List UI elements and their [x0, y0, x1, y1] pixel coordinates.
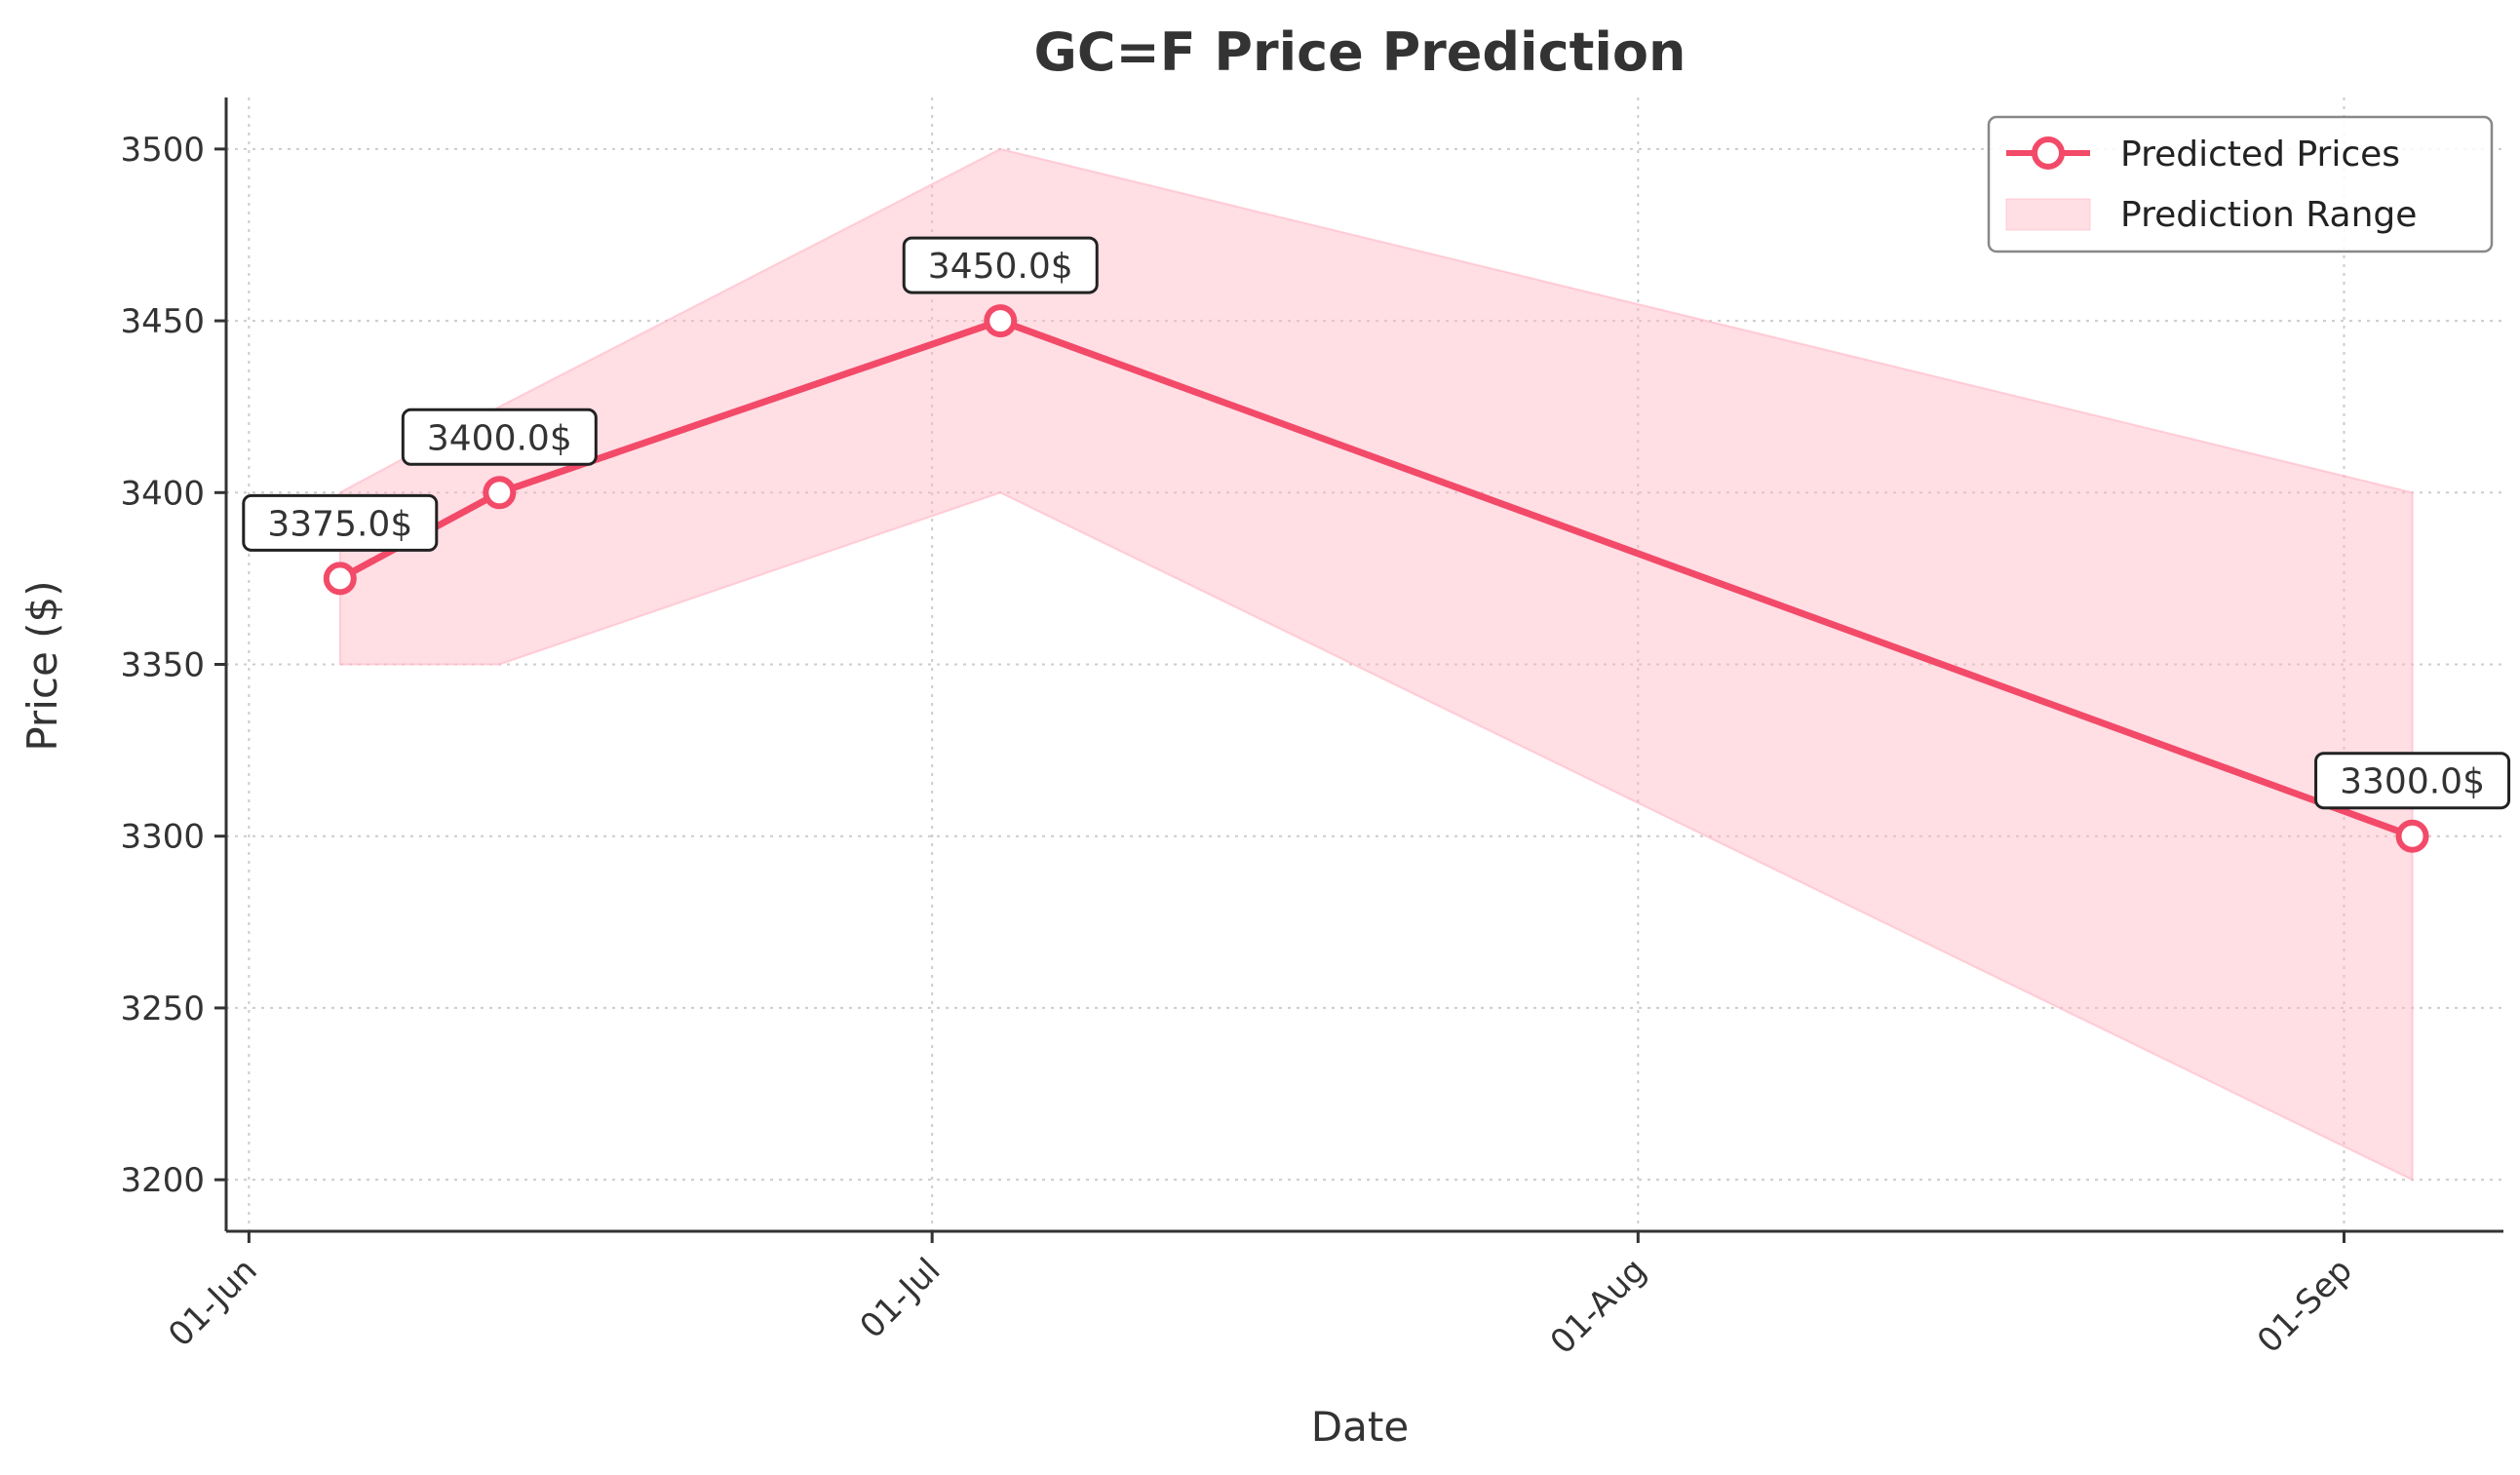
price-annotation: 3300.0$ — [2314, 752, 2511, 810]
annotation-box — [2314, 752, 2511, 810]
legend: Predicted Prices Prediction Range — [1987, 115, 2494, 253]
x-axis-ticks: 01-Jun 01-Jul 01-Aug 01-Sep — [161, 1231, 2360, 1362]
price-annotations: 3375.0$ 3400.0$ 3450.0$ 3300.0$ — [242, 236, 2511, 810]
predicted-price-point — [2395, 819, 2429, 853]
predicted-price-point — [483, 476, 517, 510]
legend-box — [1987, 115, 2494, 253]
price-annotation: 3400.0$ — [401, 408, 598, 466]
annotation-label: 3450.0$ — [928, 247, 1073, 287]
y-tick-label: 3300 — [120, 818, 205, 857]
annotation-box — [902, 236, 1099, 294]
x-tick-label: 01-Jun — [161, 1251, 264, 1354]
legend-prediction-range-swatch — [2005, 198, 2091, 231]
annotation-box — [242, 493, 439, 552]
x-tick-label: 01-Jul — [853, 1251, 949, 1346]
predicted-price-point — [984, 304, 1018, 338]
legend-predicted-prices-marker — [2032, 136, 2065, 170]
legend-prediction-range-label: Prediction Range — [2120, 195, 2417, 235]
y-axis-ticks: 3200 3250 3300 3350 3400 3450 3500 — [120, 131, 226, 1200]
annotation-label: 3375.0$ — [267, 504, 412, 544]
x-tick-label: 01-Sep — [2250, 1251, 2360, 1361]
annotation-label: 3400.0$ — [427, 418, 572, 458]
predicted-prices-markers — [323, 304, 2429, 853]
y-tick-label: 3500 — [120, 131, 205, 170]
y-tick-label: 3200 — [120, 1161, 205, 1200]
x-tick-label: 01-Aug — [1543, 1251, 1654, 1362]
y-tick-label: 3400 — [120, 474, 205, 513]
chart-title: GC=F Price Prediction — [1034, 21, 1686, 83]
prediction-range-area — [338, 147, 2414, 1182]
y-axis-label: Price ($) — [19, 580, 66, 751]
price-annotation: 3450.0$ — [902, 236, 1099, 294]
y-tick-label: 3350 — [120, 646, 205, 685]
annotation-box — [401, 408, 598, 466]
y-tick-label: 3450 — [120, 302, 205, 341]
y-tick-label: 3250 — [120, 990, 205, 1029]
x-axis-label: Date — [1311, 1403, 1409, 1451]
predicted-price-point — [323, 562, 357, 596]
annotation-label: 3300.0$ — [2340, 762, 2485, 802]
price-annotation: 3375.0$ — [242, 493, 439, 552]
legend-predicted-prices-label: Predicted Prices — [2120, 135, 2400, 175]
